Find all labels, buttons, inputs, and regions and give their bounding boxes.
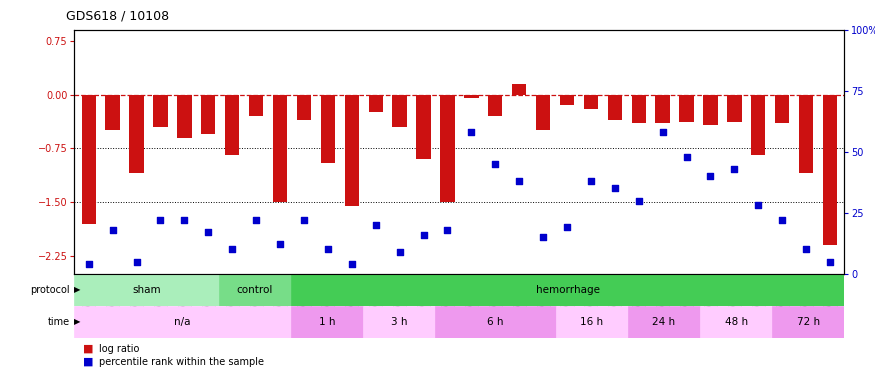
Bar (536, 94, 550, 130)
Point (752, 202, 766, 208)
Bar (249, 94, 263, 116)
Bar (201, 94, 215, 134)
Point (345, 261, 359, 267)
Bar (178, 94, 192, 138)
Bar (440, 94, 455, 202)
Point (536, 234, 550, 240)
Bar (775, 94, 789, 123)
Text: control: control (236, 285, 273, 295)
Text: 1 h: 1 h (318, 316, 335, 327)
Bar (436, 306, 556, 338)
Bar (628, 306, 700, 338)
Point (560, 224, 574, 230)
Point (178, 217, 192, 223)
Bar (799, 94, 813, 173)
Text: hemorrhage: hemorrhage (536, 285, 599, 295)
Point (368, 222, 382, 228)
Text: ▶: ▶ (74, 285, 80, 294)
Bar (290, 274, 844, 306)
Bar (512, 84, 527, 94)
Bar (153, 94, 168, 127)
Text: log ratio: log ratio (99, 344, 139, 354)
Point (440, 227, 454, 233)
Point (655, 129, 669, 135)
Text: sham: sham (132, 285, 161, 295)
Text: GDS618 / 10108: GDS618 / 10108 (66, 9, 169, 22)
Point (775, 217, 789, 223)
Text: ■: ■ (83, 344, 94, 354)
Bar (368, 94, 383, 112)
Bar (704, 94, 717, 124)
Point (465, 129, 479, 135)
Bar (219, 274, 290, 306)
Point (632, 198, 646, 204)
Text: 6 h: 6 h (487, 316, 504, 327)
Bar (345, 94, 359, 206)
Text: 48 h: 48 h (724, 316, 747, 327)
Point (584, 178, 598, 184)
Bar (607, 94, 622, 120)
Bar (320, 94, 335, 163)
Point (249, 217, 263, 223)
Point (680, 154, 694, 160)
Point (225, 246, 239, 252)
Bar (560, 94, 574, 105)
Point (393, 249, 407, 255)
Text: protocol: protocol (31, 285, 70, 295)
Point (488, 161, 502, 167)
Bar (290, 306, 363, 338)
Text: ■: ■ (83, 357, 94, 367)
Point (130, 259, 144, 265)
Bar (700, 306, 773, 338)
Bar (392, 94, 407, 127)
Point (823, 259, 837, 265)
Text: 24 h: 24 h (653, 316, 676, 327)
Bar (556, 306, 628, 338)
Bar (297, 94, 311, 120)
Text: 72 h: 72 h (797, 316, 820, 327)
Bar (488, 94, 502, 116)
Point (416, 232, 430, 238)
Text: n/a: n/a (174, 316, 191, 327)
Text: 3 h: 3 h (391, 316, 408, 327)
Text: percentile rank within the sample: percentile rank within the sample (99, 357, 264, 367)
Point (273, 242, 287, 248)
Text: time: time (48, 316, 70, 327)
Bar (655, 94, 669, 123)
Point (608, 186, 622, 191)
Bar (773, 306, 844, 338)
Point (81, 261, 95, 267)
Point (201, 229, 215, 236)
Point (153, 217, 167, 223)
Bar (225, 94, 240, 156)
Bar (363, 306, 436, 338)
Bar (727, 94, 741, 122)
Point (704, 173, 717, 179)
Bar (273, 94, 287, 202)
Bar (416, 94, 430, 159)
Point (512, 178, 526, 184)
Bar (822, 94, 837, 245)
Point (799, 246, 813, 252)
Bar (751, 94, 766, 156)
Bar (464, 94, 479, 98)
Bar (106, 94, 120, 130)
Bar (632, 94, 646, 123)
Bar (679, 94, 694, 122)
Bar (74, 274, 219, 306)
Bar (584, 94, 598, 109)
Point (297, 217, 311, 223)
Point (321, 246, 335, 252)
Text: 16 h: 16 h (580, 316, 603, 327)
Text: ▶: ▶ (74, 317, 80, 326)
Bar (81, 94, 96, 224)
Point (727, 166, 741, 172)
Bar (130, 94, 144, 173)
Bar (74, 306, 290, 338)
Point (106, 227, 120, 233)
